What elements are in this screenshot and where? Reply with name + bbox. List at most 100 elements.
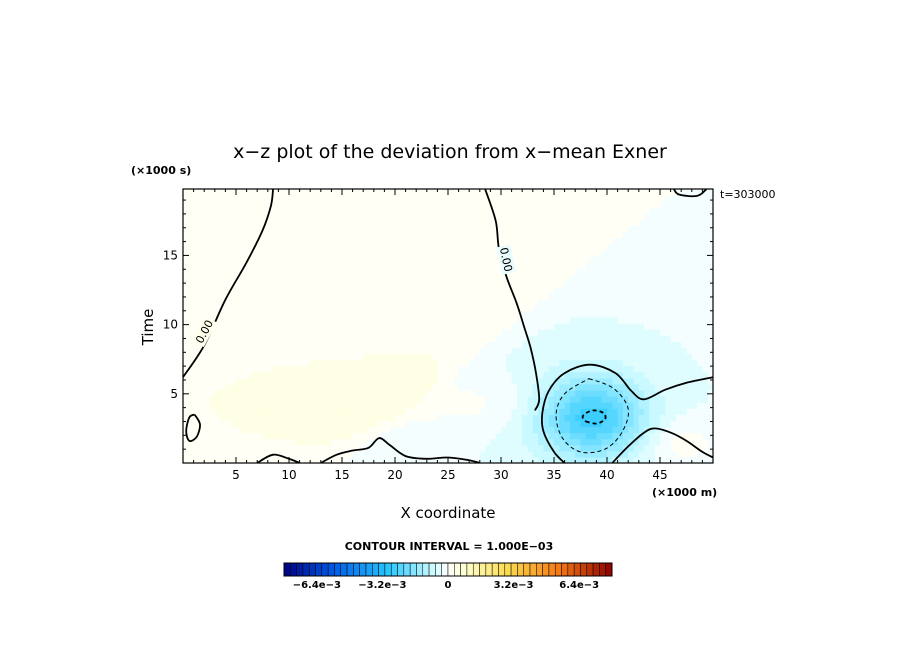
field-cell bbox=[564, 255, 571, 263]
field-cell bbox=[691, 262, 698, 269]
field-cell bbox=[448, 304, 454, 312]
field-cell bbox=[591, 316, 597, 324]
field-cell bbox=[320, 456, 327, 463]
field-cell bbox=[522, 195, 529, 202]
field-cell bbox=[326, 426, 332, 434]
field-cell bbox=[405, 414, 412, 421]
field-cell bbox=[585, 213, 592, 221]
field-cell bbox=[214, 408, 221, 415]
field-cell bbox=[686, 231, 693, 239]
field-cell bbox=[183, 280, 189, 288]
field-cell bbox=[691, 383, 698, 391]
field-cell bbox=[707, 304, 713, 312]
field-cell bbox=[585, 316, 592, 324]
field-cell bbox=[389, 347, 396, 354]
field-cell bbox=[601, 219, 608, 227]
field-cell bbox=[601, 262, 608, 269]
field-cell bbox=[628, 304, 635, 312]
field-cell bbox=[363, 195, 370, 202]
field-cell bbox=[527, 249, 534, 257]
field-cell bbox=[241, 316, 248, 324]
field-cell bbox=[532, 249, 539, 257]
y-tick-label: 5 bbox=[170, 387, 178, 401]
field-cell bbox=[469, 377, 476, 385]
field-cell bbox=[426, 189, 433, 196]
field-cell bbox=[522, 225, 529, 233]
field-cell bbox=[501, 396, 507, 403]
field-cell bbox=[548, 219, 555, 227]
field-cell bbox=[347, 353, 354, 361]
field-cell bbox=[246, 201, 253, 208]
field-cell bbox=[596, 207, 603, 214]
field-cell bbox=[220, 347, 226, 354]
field-cell bbox=[188, 377, 195, 385]
field-cell bbox=[193, 322, 200, 330]
field-cell bbox=[257, 219, 264, 227]
field-cell bbox=[638, 322, 645, 330]
field-cell bbox=[283, 377, 290, 385]
field-cell bbox=[474, 402, 481, 409]
field-cell bbox=[304, 298, 311, 306]
field-cell bbox=[638, 231, 645, 239]
field-cell bbox=[697, 408, 703, 415]
field-cell bbox=[373, 243, 380, 251]
field-cell bbox=[649, 237, 656, 245]
field-cell bbox=[278, 255, 285, 263]
field-cell bbox=[246, 426, 253, 434]
field-cell bbox=[490, 219, 497, 227]
field-cell bbox=[395, 408, 401, 415]
field-cell bbox=[633, 329, 640, 336]
field-cell bbox=[320, 231, 327, 239]
field-cell bbox=[506, 377, 513, 385]
field-cell bbox=[246, 353, 253, 361]
field-cell bbox=[410, 213, 417, 221]
field-cell bbox=[368, 396, 375, 403]
field-cell bbox=[437, 195, 444, 202]
field-cell bbox=[220, 408, 226, 415]
field-cell bbox=[421, 329, 428, 336]
field-cell bbox=[278, 365, 285, 373]
field-cell bbox=[236, 237, 242, 245]
field-cell bbox=[246, 377, 253, 385]
field-cell bbox=[490, 286, 497, 294]
field-cell bbox=[373, 286, 380, 294]
field-cell bbox=[448, 262, 454, 269]
field-cell bbox=[278, 213, 285, 221]
field-cell bbox=[315, 353, 322, 361]
field-cell bbox=[193, 389, 200, 397]
field-cell bbox=[410, 237, 417, 245]
field-cell bbox=[389, 456, 396, 463]
field-cell bbox=[675, 322, 682, 330]
field-cell bbox=[612, 322, 619, 330]
field-cell bbox=[607, 432, 613, 440]
field-cell bbox=[633, 237, 640, 245]
field-cell bbox=[575, 347, 582, 354]
field-cell bbox=[246, 414, 253, 421]
field-cell bbox=[670, 371, 677, 379]
field-cell bbox=[416, 280, 423, 288]
field-cell bbox=[193, 225, 200, 233]
field-cell bbox=[532, 310, 539, 318]
field-cell bbox=[638, 383, 645, 391]
field-cell bbox=[183, 347, 189, 354]
field-cell bbox=[707, 383, 713, 391]
field-cell bbox=[220, 353, 226, 361]
field-cell bbox=[363, 365, 370, 373]
field-cell bbox=[389, 420, 396, 428]
field-cell bbox=[580, 213, 587, 221]
field-cell bbox=[188, 353, 195, 361]
field-cell bbox=[686, 414, 693, 421]
field-cell bbox=[463, 189, 470, 196]
field-cell bbox=[453, 377, 460, 385]
field-cell bbox=[236, 383, 242, 391]
field-cell bbox=[628, 310, 635, 318]
field-cell bbox=[511, 231, 518, 239]
field-cell bbox=[214, 353, 221, 361]
field-cell bbox=[246, 402, 253, 409]
field-cell bbox=[665, 249, 672, 257]
field-cell bbox=[241, 243, 248, 251]
contour-line-negative bbox=[555, 378, 629, 454]
field-cell bbox=[183, 310, 189, 318]
field-cell bbox=[336, 389, 343, 397]
field-cell bbox=[585, 189, 592, 196]
